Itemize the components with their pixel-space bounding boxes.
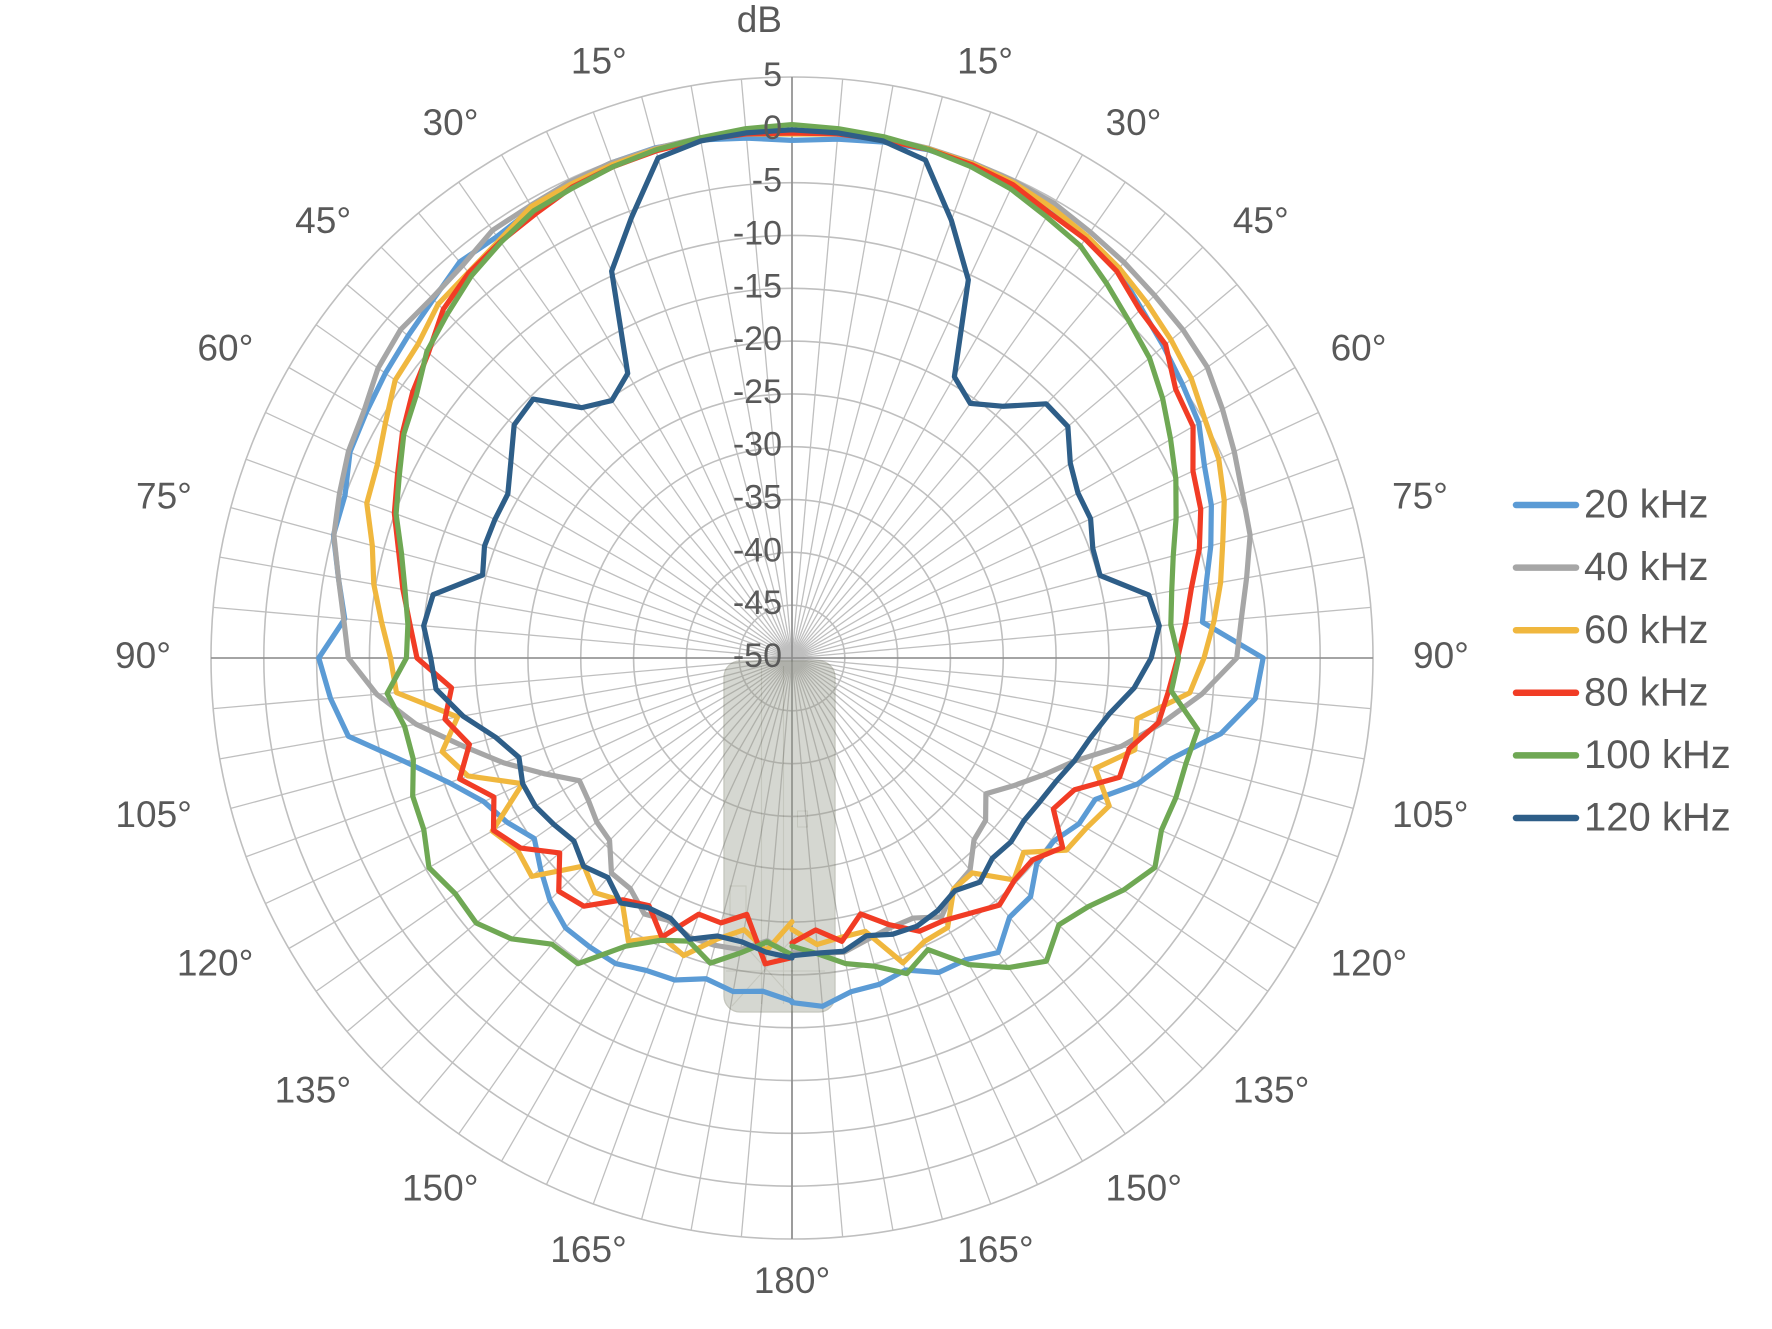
svg-text:0: 0 <box>763 109 782 147</box>
svg-text:105°: 105° <box>1392 794 1469 835</box>
svg-text:5: 5 <box>763 56 782 94</box>
svg-text:105°: 105° <box>115 794 192 835</box>
svg-text:120 kHz: 120 kHz <box>1584 796 1731 840</box>
svg-text:180°: 180° <box>754 1260 831 1301</box>
svg-text:165°: 165° <box>957 1229 1034 1270</box>
svg-text:45°: 45° <box>1233 200 1289 241</box>
svg-text:120°: 120° <box>177 942 254 983</box>
svg-text:-10: -10 <box>733 214 782 252</box>
svg-text:75°: 75° <box>1392 476 1448 517</box>
svg-text:60 kHz: 60 kHz <box>1584 608 1709 652</box>
svg-text:80 kHz: 80 kHz <box>1584 670 1709 714</box>
svg-text:90°: 90° <box>115 635 171 676</box>
svg-text:90°: 90° <box>1413 635 1469 676</box>
svg-text:30°: 30° <box>1106 102 1162 143</box>
svg-text:60°: 60° <box>197 327 253 368</box>
svg-text:20 kHz: 20 kHz <box>1584 483 1709 527</box>
svg-text:-45: -45 <box>733 584 782 622</box>
svg-text:-15: -15 <box>733 267 782 305</box>
svg-text:60°: 60° <box>1331 327 1387 368</box>
svg-text:-50: -50 <box>733 637 782 675</box>
svg-text:15°: 15° <box>957 41 1013 82</box>
svg-text:-25: -25 <box>733 373 782 411</box>
svg-text:100 kHz: 100 kHz <box>1584 733 1731 777</box>
svg-text:75°: 75° <box>136 476 192 517</box>
svg-text:165°: 165° <box>550 1229 627 1270</box>
svg-text:30°: 30° <box>423 102 479 143</box>
svg-text:15°: 15° <box>571 41 627 82</box>
svg-text:-20: -20 <box>733 320 782 358</box>
svg-text:-35: -35 <box>733 479 782 517</box>
svg-text:45°: 45° <box>295 200 351 241</box>
svg-text:150°: 150° <box>1106 1167 1183 1208</box>
svg-text:dB: dB <box>737 0 782 40</box>
svg-text:135°: 135° <box>1233 1070 1310 1111</box>
svg-text:-40: -40 <box>733 531 782 569</box>
svg-text:-30: -30 <box>733 426 782 464</box>
svg-text:135°: 135° <box>275 1070 352 1111</box>
svg-text:150°: 150° <box>402 1167 479 1208</box>
svg-text:40 kHz: 40 kHz <box>1584 545 1709 589</box>
svg-text:120°: 120° <box>1331 942 1408 983</box>
svg-text:-5: -5 <box>752 162 782 200</box>
